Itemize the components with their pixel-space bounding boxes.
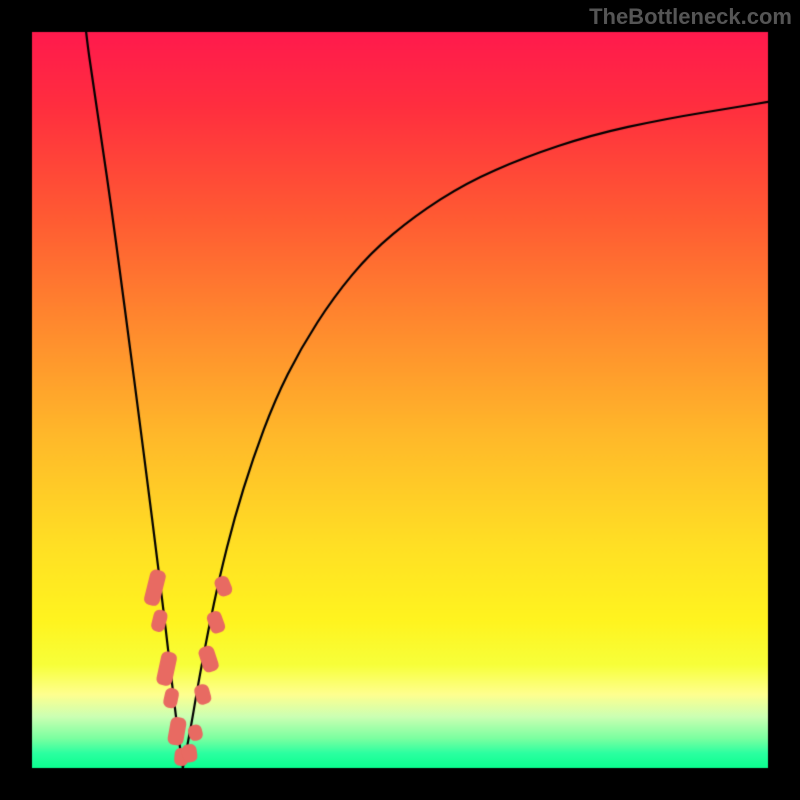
watermark-label: TheBottleneck.com: [589, 4, 792, 30]
chart-container: TheBottleneck.com: [0, 0, 800, 800]
bottleneck-chart-canvas: [0, 0, 800, 800]
